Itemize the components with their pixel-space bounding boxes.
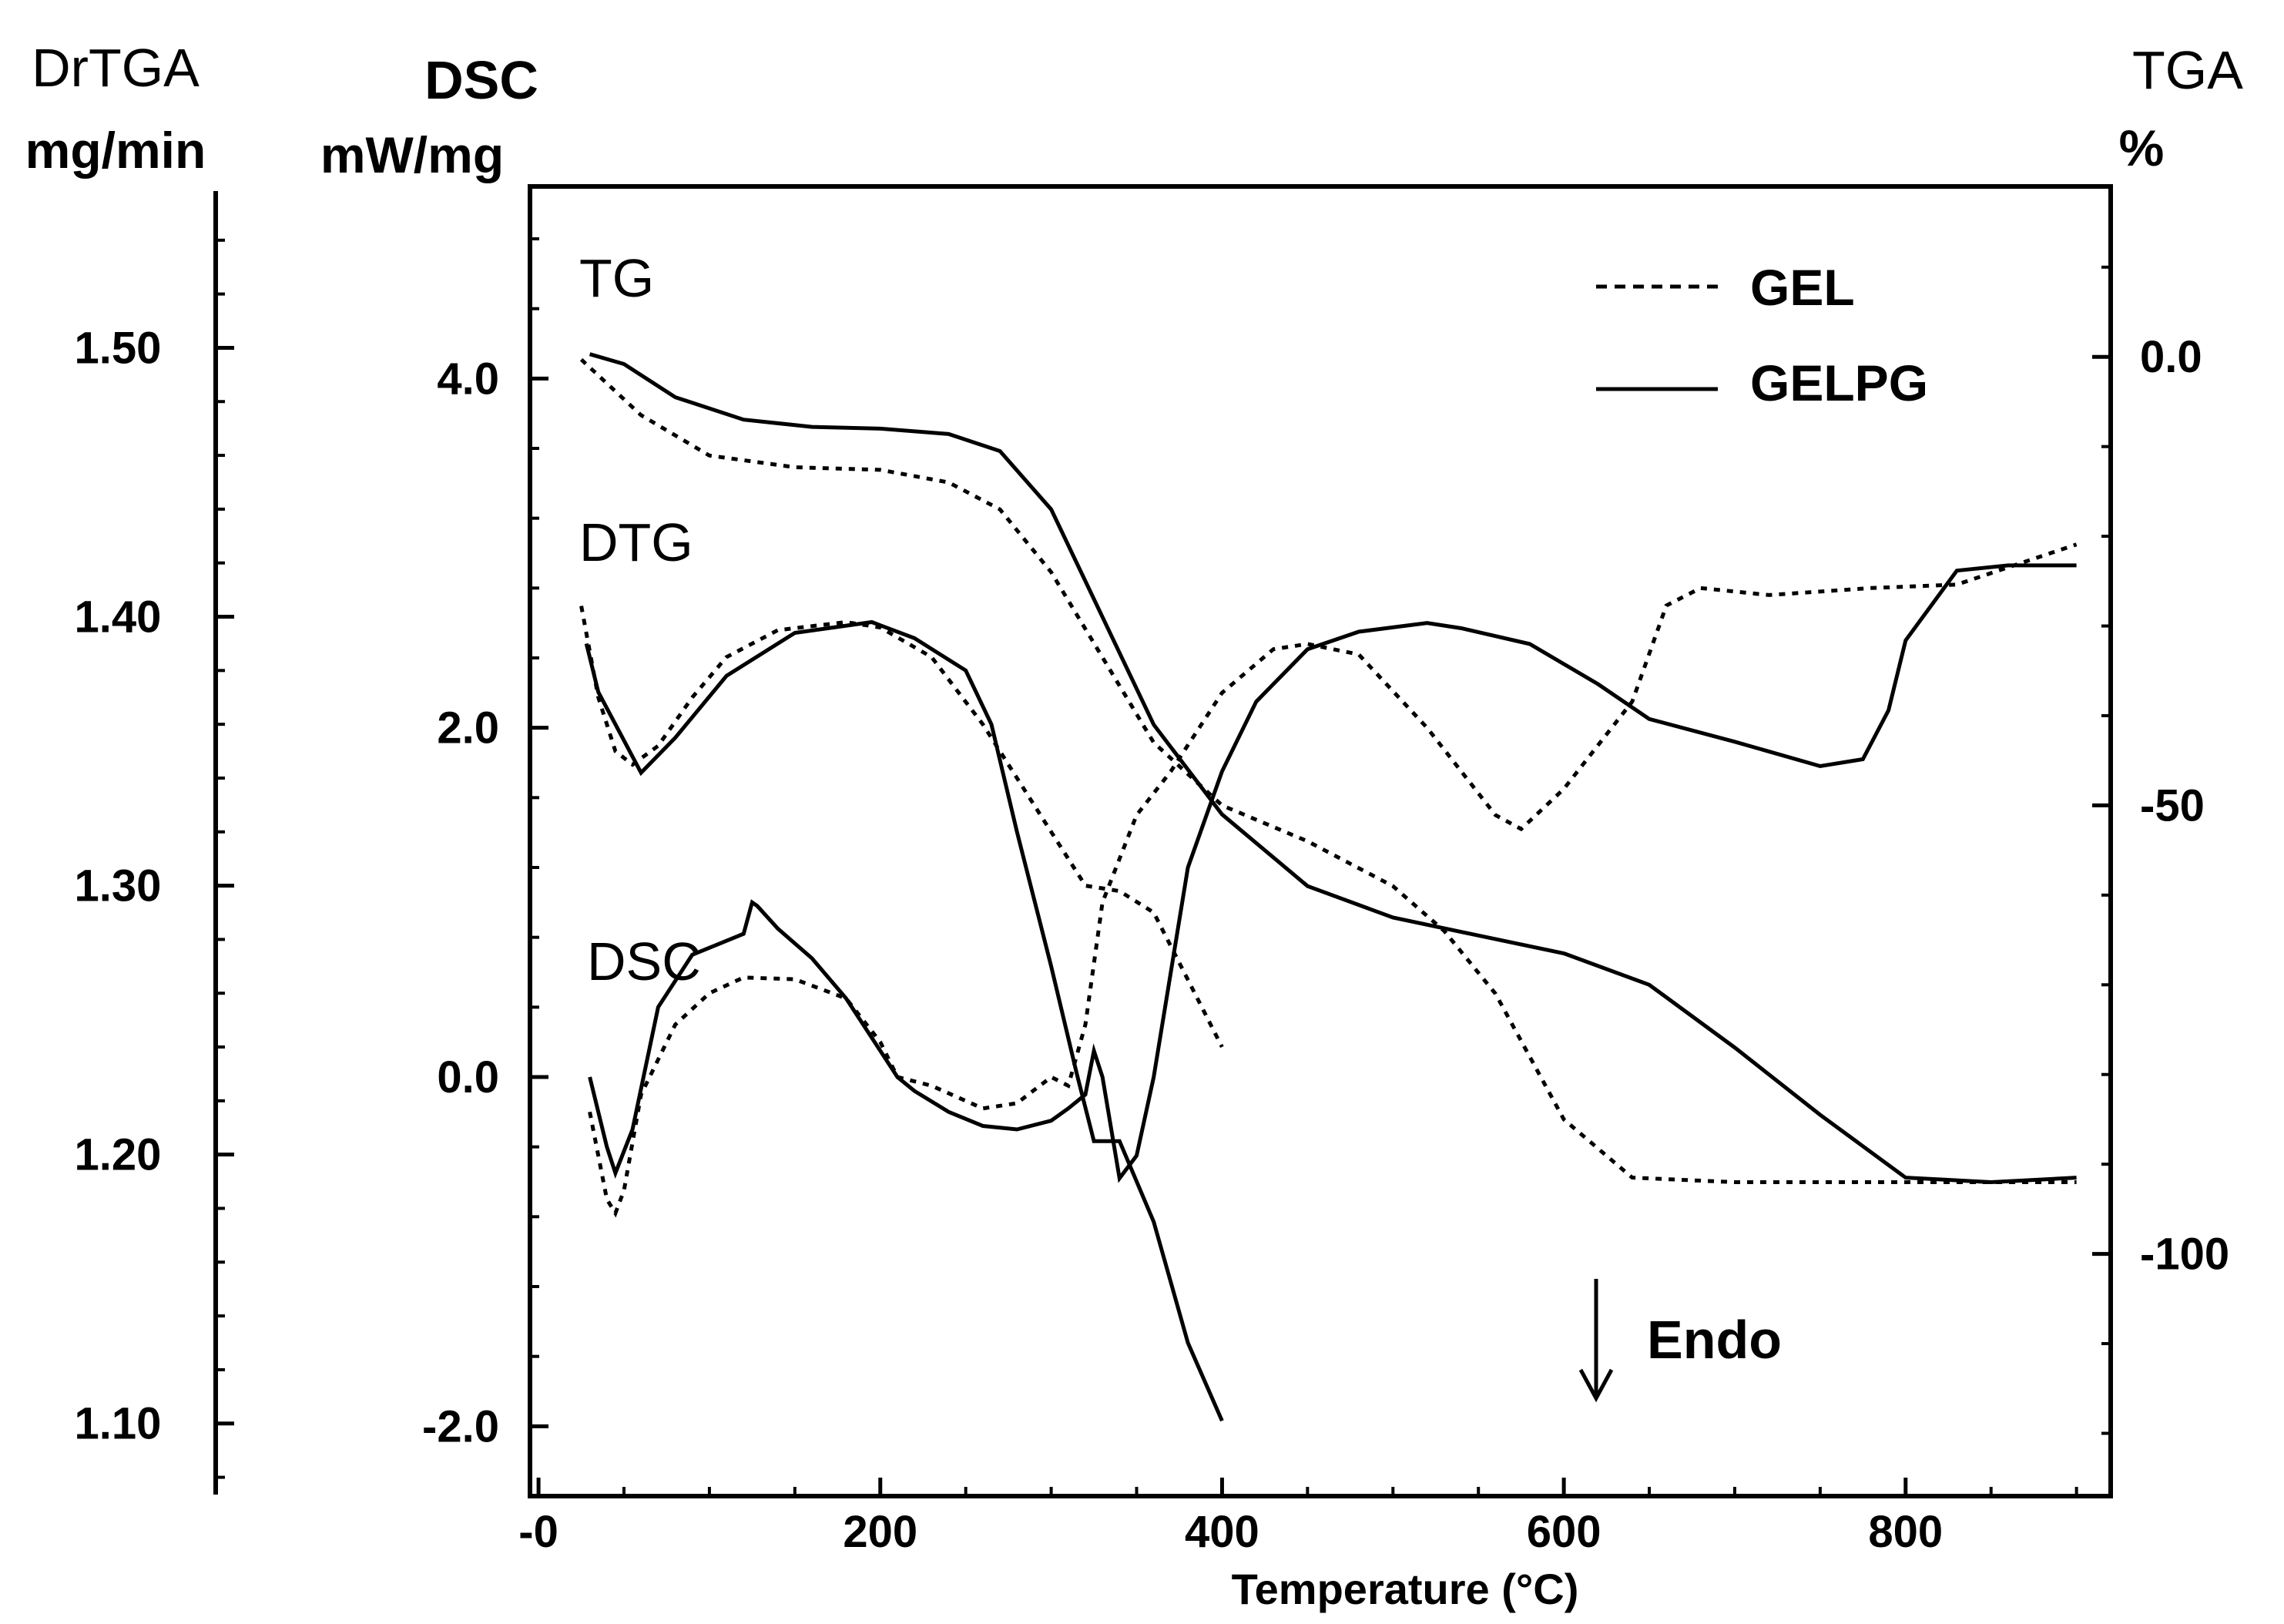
drtga-tick-label: 1.40 bbox=[75, 592, 162, 643]
endo-annotation: Endo bbox=[1578, 1279, 1782, 1403]
drtga-axis-title: DrTGA bbox=[32, 38, 200, 98]
endo-label: Endo bbox=[1647, 1310, 1782, 1370]
legend-gelpg-label: GELPG bbox=[1750, 354, 1928, 411]
x-tick-label: 800 bbox=[1868, 1507, 1943, 1557]
drtga-axis-unit: mg/min bbox=[25, 122, 206, 179]
tga-axis-unit: % bbox=[2119, 119, 2165, 176]
gel-tg-line bbox=[579, 357, 2077, 1184]
dsc-axis-title: DSC bbox=[424, 50, 538, 110]
dsc-tick-label: -2.0 bbox=[422, 1401, 499, 1451]
dsc-tick-label: 0.0 bbox=[437, 1052, 499, 1102]
legend-gel-label: GEL bbox=[1750, 259, 1855, 316]
drtga-ticks: 1.10 1.20 1.30 1.40 1.50 bbox=[75, 323, 234, 1449]
x-tick-label: 600 bbox=[1527, 1507, 1601, 1557]
dsc-minor-ticks bbox=[530, 237, 539, 1428]
tga-axis-title: TGA bbox=[2132, 40, 2243, 100]
gelpg-dtg-line bbox=[584, 619, 1224, 1422]
endo-arrow-head bbox=[1578, 1368, 1614, 1403]
gelpg-tg-line bbox=[589, 352, 2077, 1185]
tga-ticks: -100 -50 0.0 bbox=[2092, 332, 2229, 1280]
tga-tick-label: 0.0 bbox=[2140, 332, 2202, 382]
x-axis-title: Temperature (°C) bbox=[1232, 1565, 1579, 1613]
dsc-axis-unit: mW/mg bbox=[320, 126, 504, 183]
x-tick-label: -0 bbox=[518, 1507, 558, 1557]
gelpg-dsc-line bbox=[588, 563, 2077, 1183]
x-ticks: -0 200 400 600 800 bbox=[518, 1478, 1943, 1557]
dsc-tick-label: 4.0 bbox=[437, 354, 499, 404]
plot-frame bbox=[528, 184, 2113, 1498]
gel-dsc-line bbox=[588, 542, 2078, 1218]
dtg-curve-label: DTG bbox=[579, 512, 693, 572]
dsc-ticks: -2.0 0.0 2.0 4.0 bbox=[422, 354, 548, 1451]
drtga-tick-label: 1.20 bbox=[75, 1130, 162, 1180]
drtga-tick-label: 1.50 bbox=[75, 323, 162, 373]
dsc-tick-label: 2.0 bbox=[437, 703, 499, 753]
tg-curve-label: TG bbox=[579, 248, 654, 308]
tga-tick-label: -50 bbox=[2140, 780, 2205, 830]
legend: GEL GELPG bbox=[1596, 259, 1928, 411]
x-tick-label: 200 bbox=[843, 1507, 917, 1557]
drtga-tick-label: 1.30 bbox=[75, 861, 162, 911]
dsc-curve-label: DSC bbox=[587, 931, 701, 992]
drtga-tick-label: 1.10 bbox=[75, 1399, 162, 1449]
x-tick-label: 400 bbox=[1185, 1507, 1259, 1557]
tga-tick-label: -100 bbox=[2140, 1230, 2229, 1280]
